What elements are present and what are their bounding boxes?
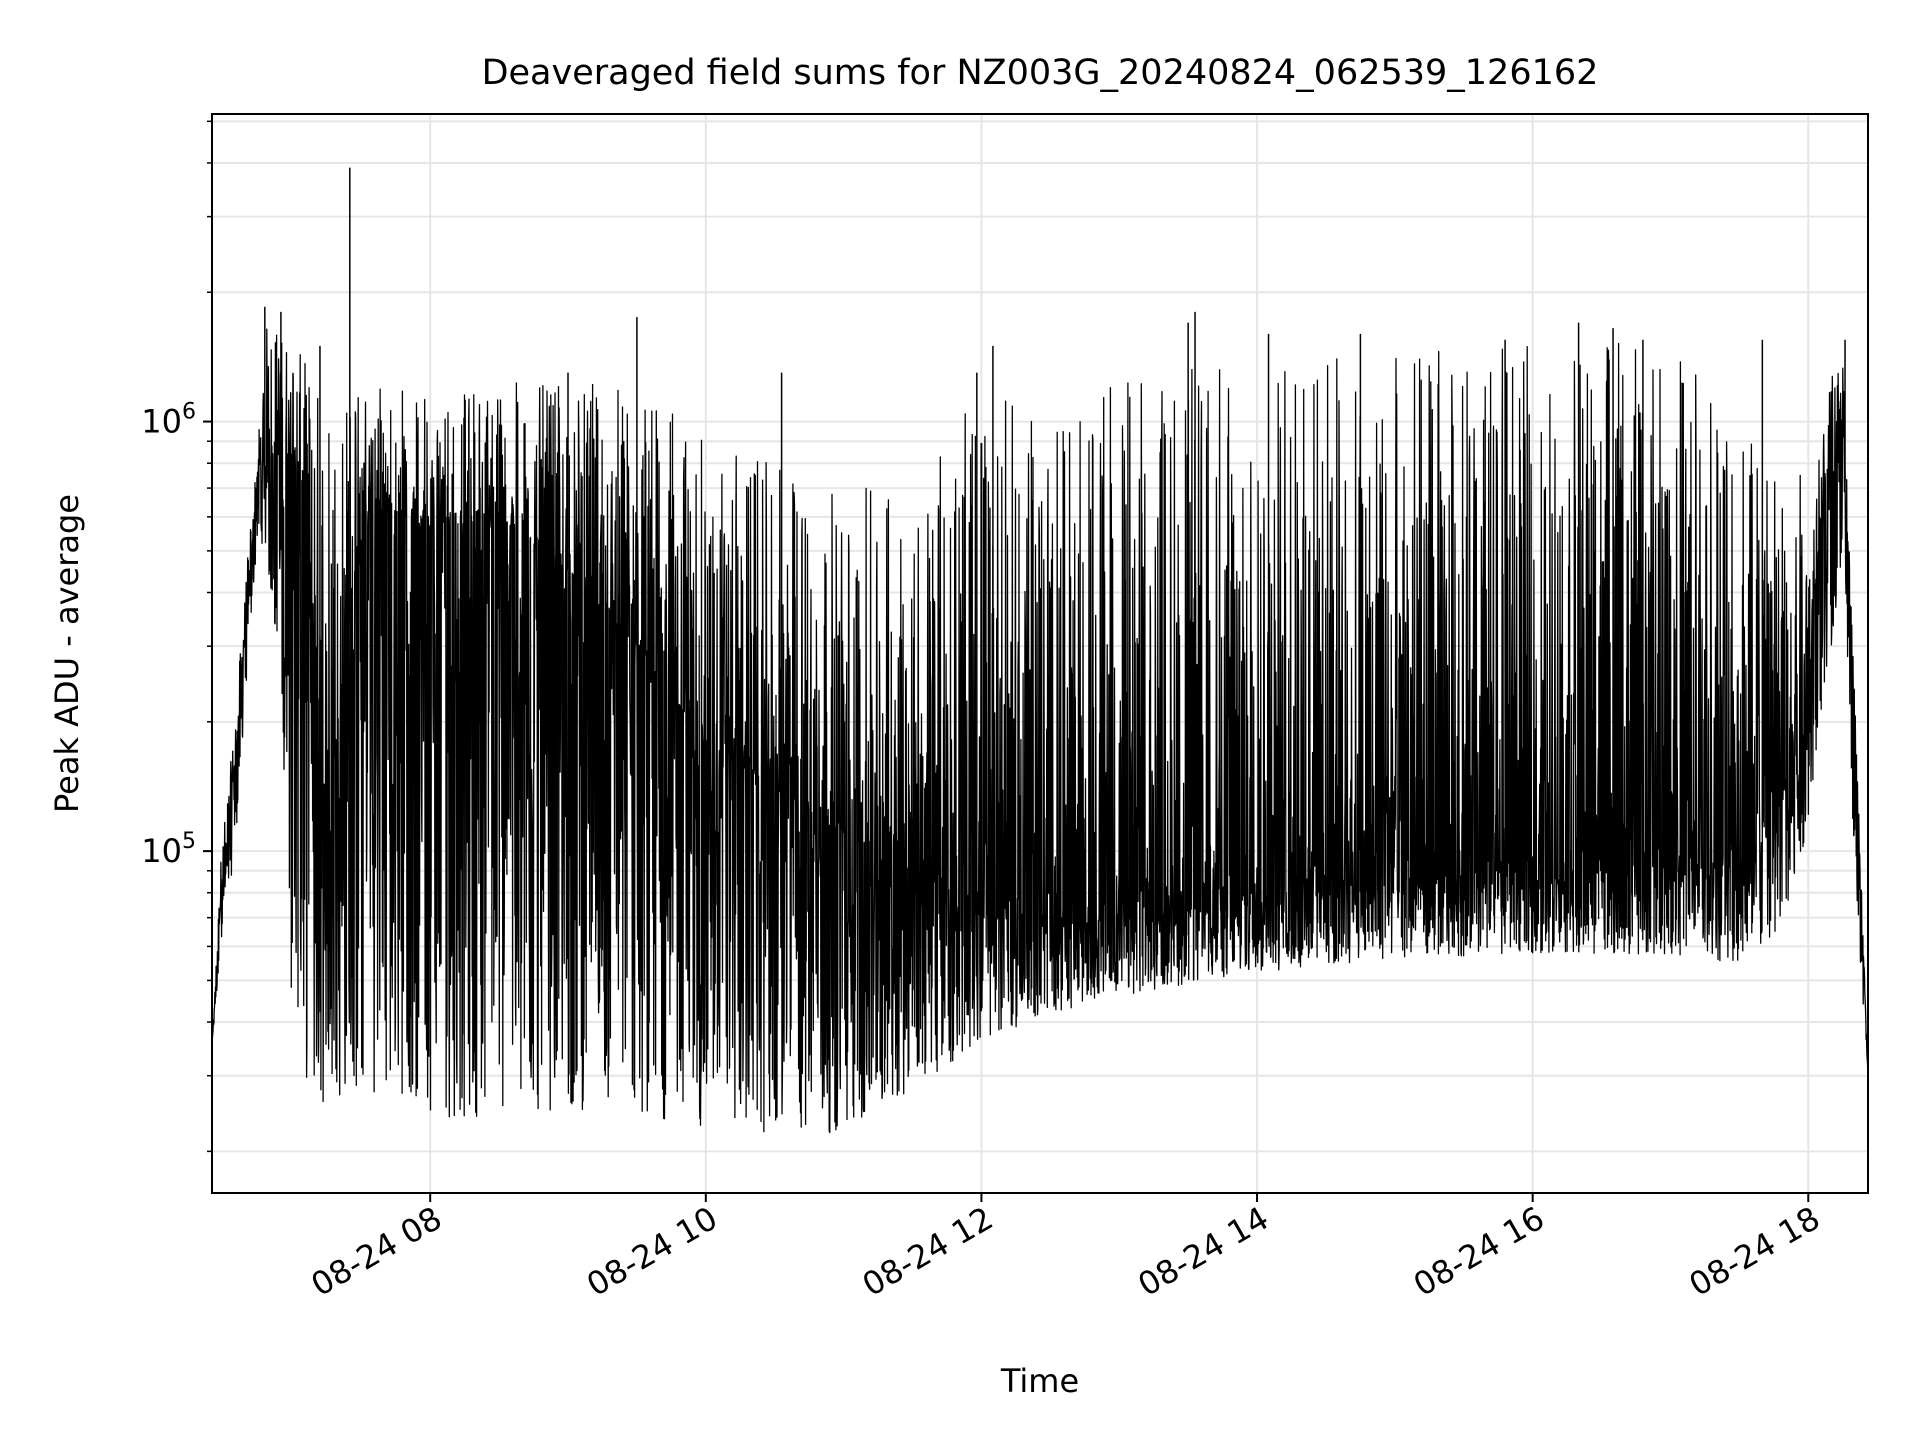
x-axis-label: Time: [1000, 1362, 1079, 1400]
y-tick-label: 106: [141, 400, 196, 441]
chart-title: Deaveraged field sums for NZ003G_2024082…: [482, 53, 1599, 93]
plot-frame: [211, 113, 1869, 1194]
y-tick-label-base: 10: [141, 832, 182, 870]
series-line: [211, 328, 1869, 1134]
series-layer: [211, 167, 1869, 1134]
y-axis-label: Peak ADU - average: [48, 494, 86, 813]
y-tick-label-exponent: 5: [182, 829, 196, 854]
y-tick-label: 105: [141, 829, 196, 870]
y-tick-label-exponent: 6: [182, 400, 196, 425]
y-tick-label-base: 10: [141, 403, 182, 441]
